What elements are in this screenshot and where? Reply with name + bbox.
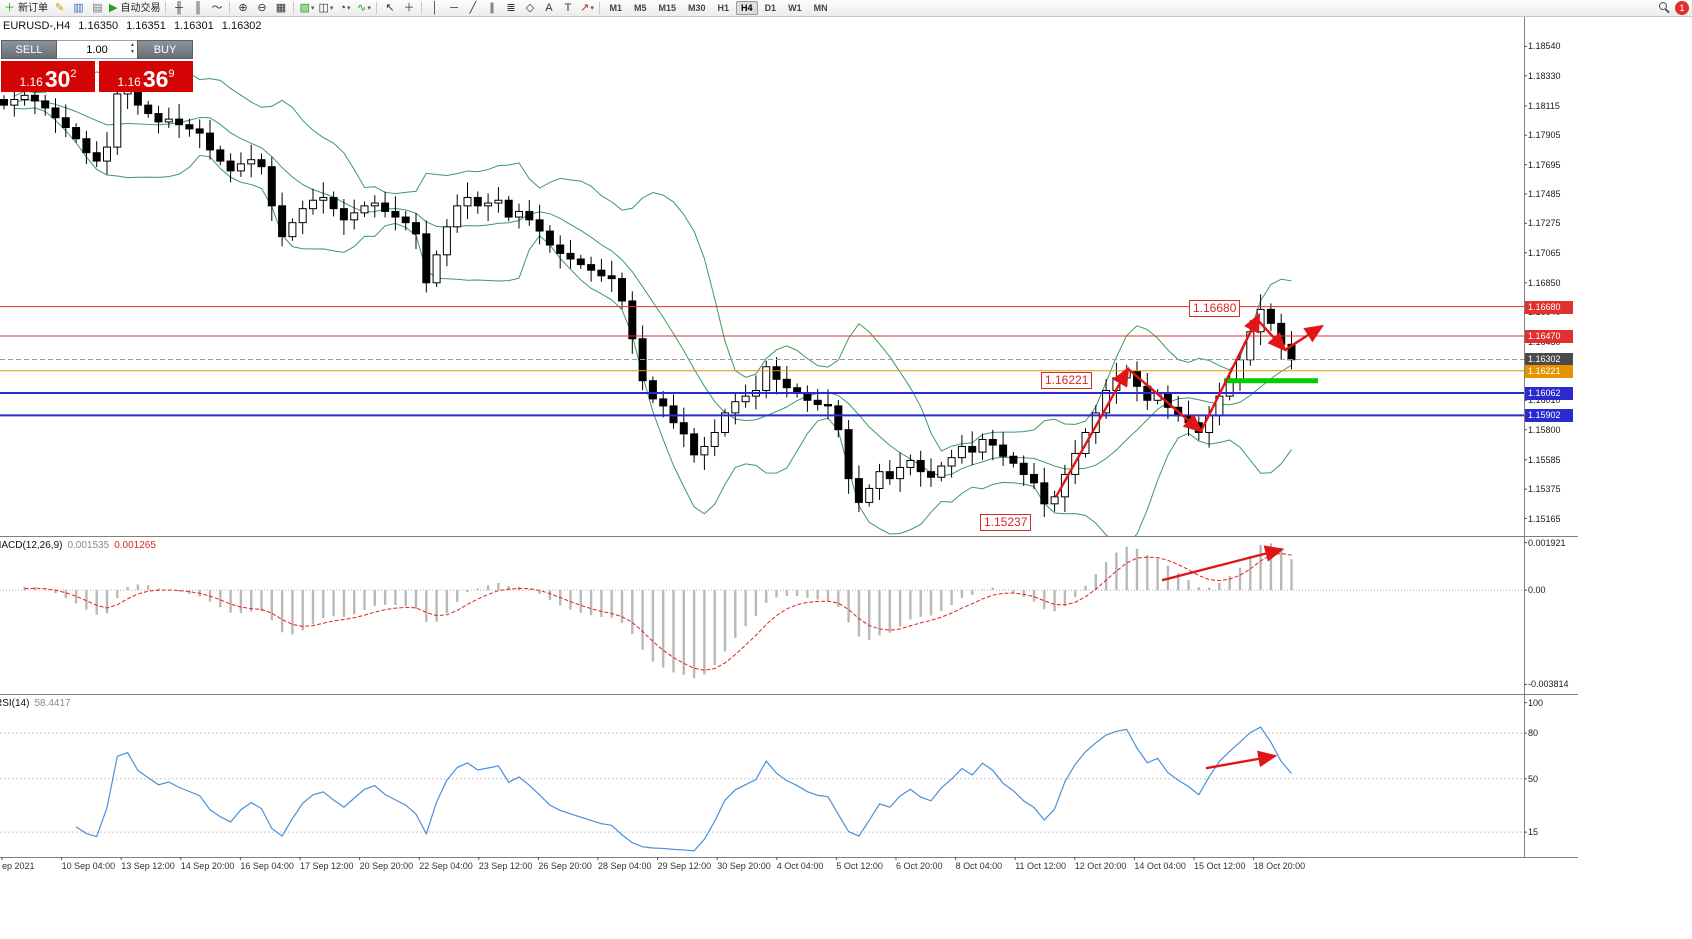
macd-indicator bbox=[23, 543, 1293, 679]
metaeditor-icon[interactable]: ✎ bbox=[54, 1, 65, 14]
vertical-line-icon[interactable]: │ bbox=[431, 1, 439, 14]
notifications-badge[interactable]: 1 bbox=[1675, 1, 1689, 15]
trend-arrow[interactable] bbox=[1256, 318, 1287, 352]
volume-value: 1.00 bbox=[86, 43, 108, 56]
trend-arrow[interactable] bbox=[1199, 312, 1261, 432]
toolbar-separator bbox=[376, 2, 378, 14]
rsi-value: 58.4417 bbox=[34, 698, 71, 709]
candles-layer bbox=[0, 73, 1296, 518]
zoom-out-icon[interactable]: ⊖ bbox=[257, 1, 267, 14]
toolbar: ＋新订单 ✎ ▥ ▤ ▶ 自动交易 ╫ ║ ～ ⊕ ⊖ ▦ ▧ ▾ ◫ ▾ ◔ ▾ ∿ ▾ ↖ ＋ │ ─ ╱ ∥ ≣ ◇ A T ↗ ▾ M… bbox=[0, 0, 1692, 17]
autotrading-button[interactable]: ▶ 自动交易 bbox=[109, 1, 161, 14]
volume-input[interactable]: 1.00 ▲ ▼ bbox=[57, 40, 137, 59]
chart-ohlc-header: EURUSD-,H4 1.16350 1.16351 1.16301 1.163… bbox=[3, 20, 267, 32]
trend-arrow[interactable] bbox=[1054, 366, 1130, 498]
buy-button[interactable]: BUY bbox=[137, 40, 193, 59]
candlestick-chart-type-icon[interactable]: ║ bbox=[194, 1, 202, 14]
timeframe-button-h4[interactable]: H4 bbox=[736, 1, 758, 15]
sell-price-point: 2 bbox=[70, 68, 77, 80]
volume-spinner[interactable]: ▲ ▼ bbox=[130, 42, 135, 56]
sell-price-prefix: 1.16 bbox=[19, 75, 43, 89]
sell-price-pips: 30 bbox=[44, 66, 71, 92]
buy-price-prefix: 1.16 bbox=[117, 75, 141, 89]
terminal-icon[interactable]: ▤ bbox=[92, 1, 103, 14]
rsi-indicator-label: RSI(14) 58.4417 bbox=[0, 698, 71, 709]
buy-price-display[interactable]: 1.16 36 9 bbox=[99, 61, 193, 92]
toolbar-separator bbox=[293, 2, 295, 14]
trend-arrow[interactable] bbox=[1205, 750, 1278, 770]
tile-windows-icon[interactable]: ▦ bbox=[275, 1, 287, 14]
profiles-icon[interactable]: ◫ ▾ bbox=[318, 1, 334, 14]
fibonacci-icon[interactable]: ≣ bbox=[506, 1, 516, 14]
timeframe-button-m1[interactable]: M1 bbox=[609, 3, 622, 13]
indicators-icon[interactable]: ∿ ▾ bbox=[357, 1, 371, 14]
horizontal-line-icon[interactable]: ─ bbox=[450, 1, 458, 14]
support-zone-line[interactable] bbox=[1224, 378, 1318, 384]
trendline-icon[interactable]: ╱ bbox=[469, 1, 477, 14]
timeframe-button-d1[interactable]: D1 bbox=[764, 3, 777, 13]
toolbar-separator bbox=[599, 2, 601, 14]
text-label-icon[interactable]: T bbox=[564, 1, 572, 14]
timeframe-button-mn[interactable]: MN bbox=[813, 3, 828, 13]
toolbar-separator bbox=[421, 2, 423, 14]
timeframes-toolbar: M1 M5 M15 M30 H1 H4 D1 W1 MN bbox=[603, 1, 833, 15]
text-icon[interactable]: A bbox=[545, 1, 553, 14]
new-order-button[interactable]: ＋新订单 bbox=[4, 1, 48, 14]
bar-chart-type-icon[interactable]: ╫ bbox=[175, 1, 183, 14]
open-value: 1.16350 bbox=[78, 20, 119, 32]
search-icon[interactable] bbox=[1655, 1, 1674, 16]
trend-arrow[interactable] bbox=[1284, 324, 1325, 351]
crosshair-icon[interactable]: ＋ bbox=[403, 1, 415, 14]
market-watch-icon[interactable]: ▥ bbox=[73, 1, 84, 14]
trend-arrow[interactable] bbox=[1161, 545, 1285, 582]
timeframe-button-m5[interactable]: M5 bbox=[633, 3, 647, 13]
trend-arrow[interactable] bbox=[1127, 367, 1203, 433]
toolbar-separator bbox=[229, 2, 231, 14]
buy-price-pips: 36 bbox=[142, 66, 169, 92]
high-value: 1.16351 bbox=[126, 20, 166, 32]
macd-main-value: 0.001535 bbox=[67, 540, 110, 551]
shapes-icon[interactable]: ◇ bbox=[525, 1, 535, 14]
buy-price-point: 9 bbox=[168, 68, 175, 80]
macd-indicator-label: MACD(12,26,9) 0.001535 0.001265 bbox=[0, 540, 156, 551]
rsi-name: RSI(14) bbox=[0, 698, 30, 709]
macd-name: MACD(12,26,9) bbox=[0, 540, 63, 551]
low-value: 1.16301 bbox=[173, 20, 214, 32]
buy-button-label: BUY bbox=[153, 43, 177, 56]
magnifier-icon bbox=[1658, 2, 1671, 14]
spinner-down-icon[interactable]: ▼ bbox=[130, 49, 135, 55]
timeframe-button-m30[interactable]: M30 bbox=[688, 3, 706, 13]
timeframe-button-m15[interactable]: M15 bbox=[658, 3, 677, 13]
spinner-up-icon[interactable]: ▲ bbox=[130, 42, 135, 48]
toolbar-separator bbox=[165, 2, 167, 14]
equidistant-channel-icon[interactable]: ∥ bbox=[489, 1, 495, 14]
zoom-in-icon[interactable]: ⊕ bbox=[238, 1, 248, 14]
cursor-icon[interactable]: ↖ bbox=[385, 1, 395, 14]
timeframe-button-h1[interactable]: H1 bbox=[717, 3, 730, 13]
macd-signal-value: 0.001265 bbox=[114, 540, 156, 551]
arrow-objects-icon[interactable]: ↗ ▾ bbox=[580, 1, 594, 14]
sell-button[interactable]: SELL bbox=[1, 40, 57, 59]
timeframe-button-w1[interactable]: W1 bbox=[788, 3, 802, 13]
new-chart-icon[interactable]: ▧ ▾ bbox=[299, 1, 315, 14]
rsi-indicator bbox=[75, 726, 1292, 852]
sell-button-label: SELL bbox=[15, 43, 43, 56]
one-click-trading-panel: SELL 1.00 ▲ ▼ BUY 1.16 30 2 1.16 36 9 bbox=[1, 40, 193, 92]
sell-price-display[interactable]: 1.16 30 2 bbox=[1, 61, 95, 92]
toolbar-buttons-group: ＋新订单 ✎ ▥ ▤ ▶ 自动交易 ╫ ║ ～ ⊕ ⊖ ▦ ▧ ▾ ◫ ▾ ◔ ▾ ∿ ▾ ↖ ＋ │ ─ ╱ ∥ ≣ ◇ A T ↗ ▾ bbox=[2, 1, 603, 16]
close-value: 1.16302 bbox=[221, 20, 262, 32]
line-chart-type-icon[interactable]: ～ bbox=[211, 1, 223, 14]
symbol-period-label: EURUSD-,H4 bbox=[3, 20, 71, 32]
period-icon[interactable]: ◔ ▾ bbox=[339, 1, 351, 14]
